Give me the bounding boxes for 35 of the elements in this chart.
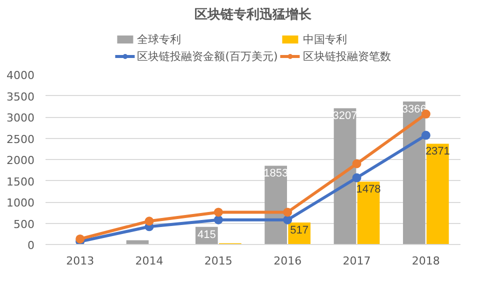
data-label: 3207 [332, 110, 358, 122]
legend-label: 区块链投融资金额(百万美元) [137, 48, 278, 64]
bar [402, 101, 426, 244]
point [214, 215, 223, 224]
x-tick-label: 2014 [135, 254, 164, 268]
y-tick-label: 3500 [6, 90, 35, 104]
chart-title: 区块链专利迅猛增长 [194, 6, 312, 22]
y-tick-label: 3000 [6, 112, 35, 124]
y-tick-label: 2000 [6, 154, 35, 167]
x-tick-label: 2017 [342, 254, 371, 268]
point [214, 208, 223, 217]
legend-label: 全球专利 [137, 32, 182, 46]
point [352, 159, 362, 168]
data-label: 1853 [264, 168, 288, 180]
x-tick-label: 2015 [204, 254, 232, 268]
legend-label: 区块链投融资笔数 [302, 48, 391, 64]
point [352, 173, 362, 182]
y-tick-label: 2500 [6, 132, 35, 146]
y-tick-label: 1000 [6, 196, 35, 210]
data-label: 415 [197, 228, 216, 241]
x-tick-label: 2013 [66, 254, 94, 268]
legend-label: 中国专利 [302, 32, 347, 46]
y-tick-label: 4000 [6, 69, 35, 82]
x-tick-label: 2016 [274, 254, 302, 268]
data-label: 517 [290, 224, 309, 237]
x-tick-label: 2018 [412, 254, 440, 268]
bar [426, 144, 449, 244]
y-tick-label: 500 [14, 218, 35, 231]
point [283, 215, 292, 224]
point [283, 208, 292, 217]
point [144, 216, 154, 226]
y-tick-label: 0 [28, 239, 34, 252]
point [421, 130, 430, 140]
y-tick-label: 1500 [6, 175, 35, 188]
point [76, 234, 85, 244]
